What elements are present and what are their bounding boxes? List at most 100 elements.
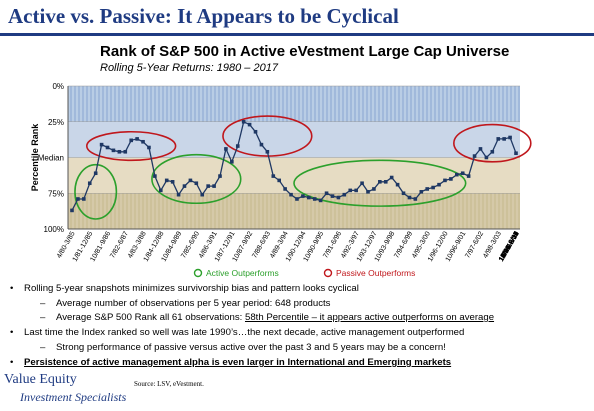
band-stripe	[186, 86, 188, 122]
band-stripe	[190, 86, 192, 122]
band-stripe	[486, 86, 488, 122]
source-note: Source: LSV, eVestment.	[134, 380, 204, 388]
band-stripe	[494, 86, 496, 122]
data-point	[76, 197, 80, 201]
band-stripe	[482, 193, 484, 229]
band-stripe	[254, 193, 256, 229]
data-point	[254, 130, 258, 134]
band-stripe	[462, 193, 464, 229]
band-stripe	[198, 86, 200, 122]
band-stripe	[474, 193, 476, 229]
band-stripe	[306, 86, 308, 122]
band-stripe	[378, 86, 380, 122]
band-stripe	[402, 193, 404, 229]
band-stripe	[198, 193, 200, 229]
data-point	[88, 181, 92, 185]
band-stripe	[442, 86, 444, 122]
band-stripe	[134, 193, 136, 229]
data-point	[153, 174, 157, 178]
data-point	[159, 189, 163, 193]
band-stripe	[470, 86, 472, 122]
band-stripe	[358, 86, 360, 122]
band-stripe	[138, 86, 140, 122]
band-stripe	[466, 193, 468, 229]
band-stripe	[210, 86, 212, 122]
band-stripe	[342, 193, 344, 229]
data-point	[147, 146, 151, 150]
band-stripe	[206, 193, 208, 229]
band-stripe	[286, 193, 288, 229]
band-stripe	[130, 193, 132, 229]
band-stripe	[82, 86, 84, 122]
band-stripe	[270, 193, 272, 229]
band-stripe	[518, 193, 520, 229]
band-stripe	[94, 86, 96, 122]
band-stripe	[326, 86, 328, 122]
band-stripe	[126, 86, 128, 122]
bullet-text: Persistence of active management alpha i…	[24, 357, 451, 368]
band-stripe	[502, 193, 504, 229]
band-stripe	[166, 86, 168, 122]
data-point	[129, 139, 133, 143]
band-stripe	[170, 86, 172, 122]
data-point	[218, 174, 222, 178]
band-stripe	[282, 193, 284, 229]
band-stripe	[162, 193, 164, 229]
band-stripe	[166, 193, 168, 229]
band-stripe	[182, 193, 184, 229]
band-stripe	[98, 86, 100, 122]
band-stripe	[146, 193, 148, 229]
band-stripe	[446, 193, 448, 229]
band-stripe	[466, 86, 468, 122]
band-stripe	[498, 86, 500, 122]
sub-bullet-item: – Average S&P 500 Rank all 61 observatio…	[40, 312, 494, 323]
band-stripe	[418, 86, 420, 122]
data-point	[414, 197, 418, 201]
band-stripe	[182, 86, 184, 122]
band-stripe	[402, 86, 404, 122]
data-point	[360, 181, 364, 185]
band-stripe	[178, 193, 180, 229]
band-stripe	[430, 193, 432, 229]
band-stripe	[90, 193, 92, 229]
data-point	[449, 177, 453, 181]
band-stripe	[278, 193, 280, 229]
band-stripe	[106, 193, 108, 229]
band-stripe	[78, 86, 80, 122]
band-stripe	[366, 86, 368, 122]
band-stripe	[330, 193, 332, 229]
band-stripe	[98, 193, 100, 229]
band-stripe	[202, 193, 204, 229]
data-point	[195, 181, 199, 185]
y-tick-label: Median	[38, 154, 64, 163]
data-point	[343, 193, 347, 197]
bullet-text: Average number of observations per 5 yea…	[56, 298, 330, 309]
band-stripe	[126, 193, 128, 229]
band-stripe	[334, 86, 336, 122]
data-point	[502, 137, 506, 141]
data-point	[384, 180, 388, 184]
data-point	[212, 184, 216, 188]
band-stripe	[174, 86, 176, 122]
band-stripe	[250, 193, 252, 229]
y-tick-label: 75%	[48, 189, 64, 198]
data-point	[200, 193, 204, 197]
band-stripe	[178, 86, 180, 122]
band-stripe	[218, 193, 220, 229]
data-point	[135, 137, 139, 141]
band-stripe	[94, 193, 96, 229]
data-point	[514, 151, 518, 155]
band-stripe	[386, 193, 388, 229]
band-stripe	[322, 86, 324, 122]
band-stripe	[106, 86, 108, 122]
data-point	[455, 173, 459, 177]
band-stripe	[230, 86, 232, 122]
band-stripe	[226, 193, 228, 229]
band-stripe	[354, 193, 356, 229]
band-stripe	[362, 86, 364, 122]
band-stripe	[490, 193, 492, 229]
band-stripe	[238, 86, 240, 122]
band-stripe	[318, 86, 320, 122]
data-point	[331, 194, 335, 198]
band-stripe	[102, 86, 104, 122]
